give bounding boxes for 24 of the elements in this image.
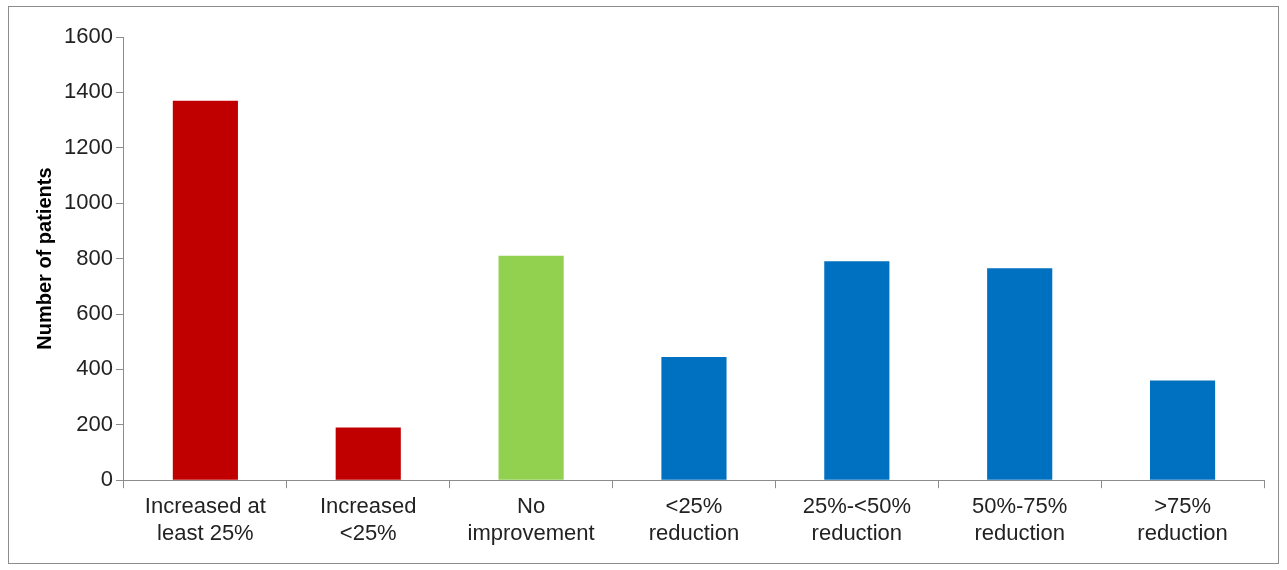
- y-tick-label: 1000: [63, 189, 113, 215]
- x-tick-label: Increased at least 25%: [144, 493, 266, 545]
- y-tick-label: 1200: [63, 133, 113, 159]
- x-tick-label: 50%-75% reduction: [972, 493, 1068, 545]
- y-tick-label: 1400: [63, 78, 113, 104]
- x-tick-label: No improvement: [467, 493, 595, 545]
- bar: [824, 261, 890, 480]
- y-tick-label: 600: [76, 300, 113, 326]
- y-axis-title: Number of patients: [32, 167, 55, 350]
- bar: [172, 100, 238, 480]
- y-tick-label: 0: [100, 466, 113, 492]
- x-tick-label: <25% reduction: [648, 493, 740, 545]
- y-tick-label: 400: [76, 355, 113, 381]
- bar: [661, 356, 727, 480]
- x-tick-label: Increased <25%: [319, 493, 417, 545]
- y-tick-label: 200: [76, 410, 113, 436]
- y-tick-label: 1600: [63, 23, 113, 49]
- bar: [987, 268, 1053, 480]
- y-tick-label: 800: [76, 244, 113, 270]
- x-tick-label: >75% reduction: [1137, 493, 1228, 545]
- bar: [335, 427, 401, 480]
- bar: [498, 255, 564, 480]
- bar: [1149, 380, 1216, 480]
- x-tick-label: 25%-<50% reduction: [802, 493, 911, 545]
